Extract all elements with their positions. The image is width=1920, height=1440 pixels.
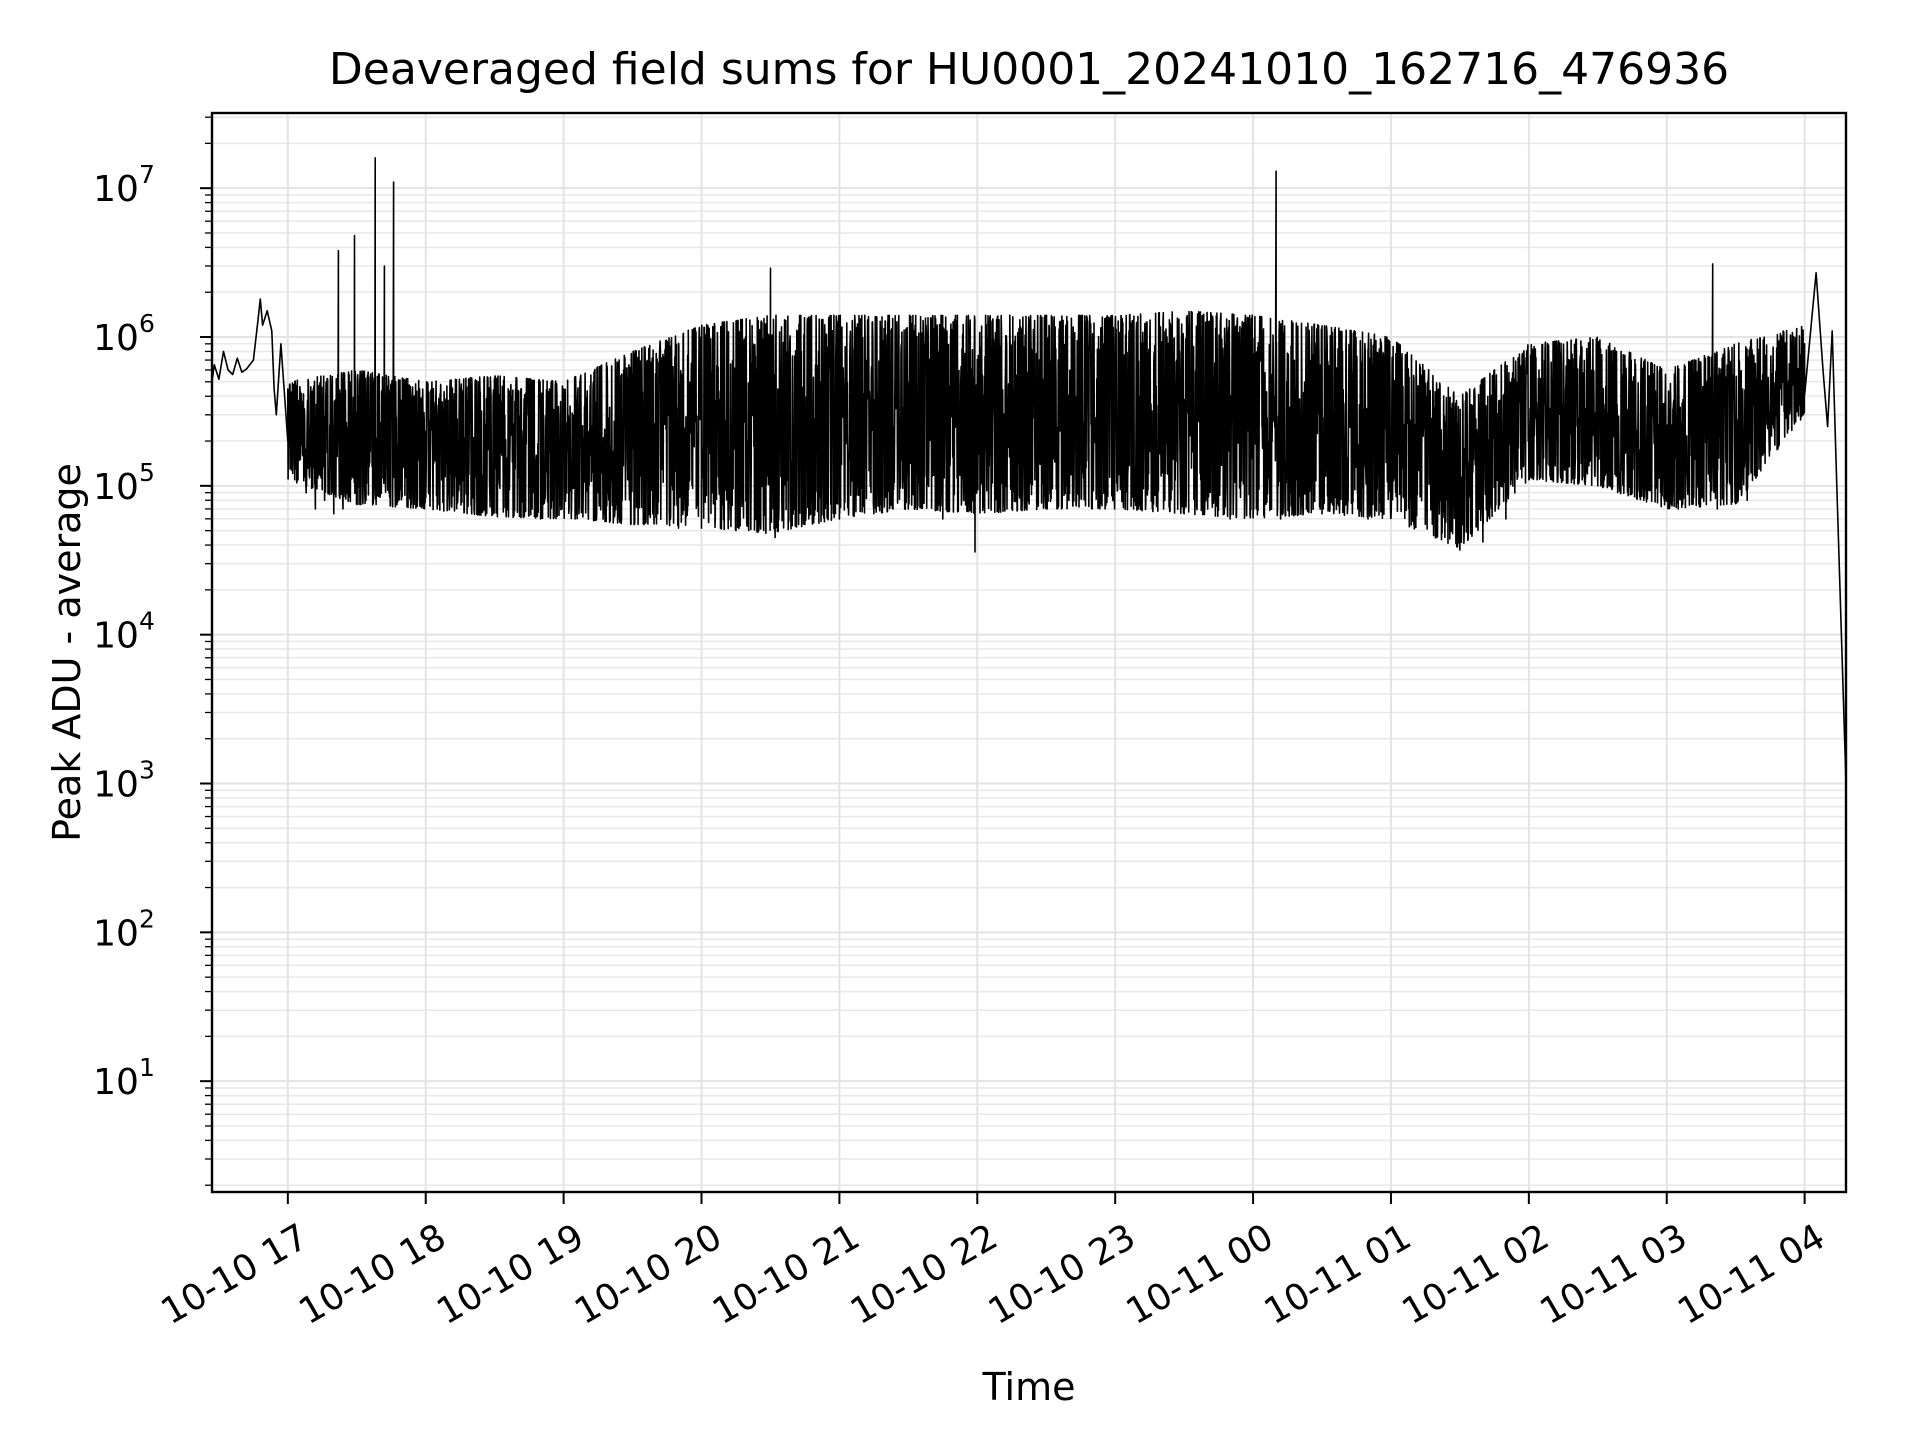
y-tick-base: 10 (93, 318, 139, 359)
y-tick-label: 103 (93, 756, 155, 806)
y-tick-base: 10 (93, 169, 139, 210)
y-tick-base: 10 (93, 467, 139, 508)
y-tick-base: 10 (93, 616, 139, 657)
chart-title: Deaveraged field sums for HU0001_2024101… (329, 44, 1729, 95)
y-tick-label: 106 (93, 309, 155, 359)
y-tick-exponent: 6 (139, 309, 155, 338)
y-tick-exponent: 7 (139, 160, 155, 189)
y-tick-exponent: 3 (139, 756, 155, 785)
x-axis-label: Time (982, 1365, 1076, 1409)
y-tick-label: 102 (93, 904, 155, 954)
y-tick-exponent: 4 (139, 607, 155, 636)
y-tick-base: 10 (93, 1062, 139, 1103)
y-tick-exponent: 5 (139, 458, 155, 487)
series-line (211, 157, 1847, 784)
y-tick-label: 101 (93, 1053, 155, 1103)
y-tick-base: 10 (93, 765, 139, 806)
y-tick-exponent: 1 (139, 1053, 155, 1082)
major-grid (212, 113, 1846, 1192)
y-tick-label: 104 (93, 607, 155, 657)
y-tick-label: 107 (93, 160, 155, 210)
y-tick-label: 105 (93, 458, 155, 508)
series-layer (211, 157, 1847, 784)
y-tick-base: 10 (93, 913, 139, 954)
y-tick-exponent: 2 (139, 904, 155, 933)
y-axis-label: Peak ADU - average (45, 463, 89, 842)
plot-frame (210, 111, 1848, 1194)
